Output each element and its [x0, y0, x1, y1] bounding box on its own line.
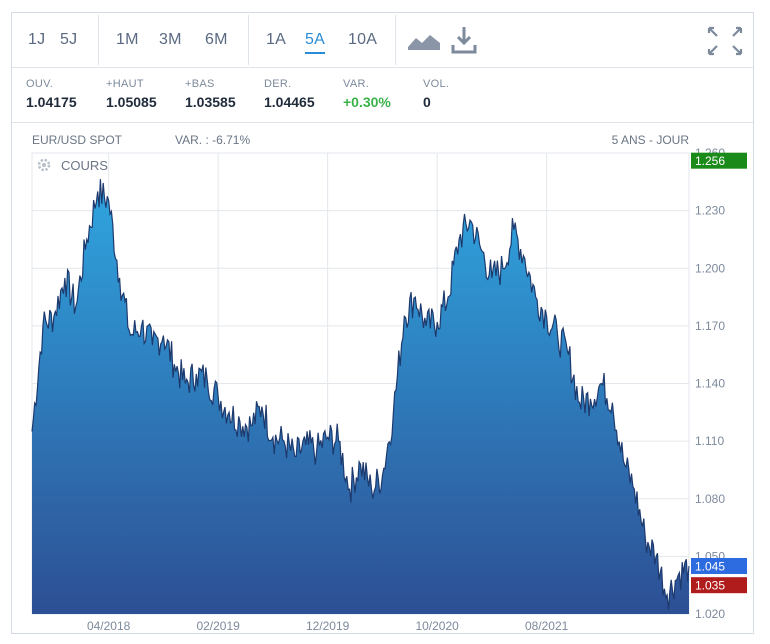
y-tick-label: 1.170 [695, 319, 725, 333]
stat-last: DER. 1.04465 [264, 78, 315, 110]
stat-volume: VOL. 0 [423, 78, 449, 110]
x-tick-label: 10/2020 [415, 619, 459, 633]
range-6m-button[interactable]: 6M [205, 31, 228, 48]
x-axis: 04/2018 02/2019 12/2019 10/2020 08/2021 [87, 619, 569, 633]
download-icon[interactable] [450, 25, 478, 55]
stat-value: +0.30% [343, 94, 391, 110]
price-area [32, 179, 689, 614]
fullscreen-icon[interactable] [706, 25, 744, 57]
range-3m-button[interactable]: 3M [159, 31, 182, 48]
y-tick-label: 1.020 [695, 607, 725, 621]
quote-widget: 1J 5J 1M 3M 6M 1A 5A 10A OUV. 1 [11, 12, 754, 634]
stat-label: VAR. [343, 78, 370, 90]
price-line [31, 179, 690, 610]
stat-value: 1.03585 [185, 94, 236, 110]
x-tick-label: 08/2021 [525, 619, 569, 633]
y-tick-label: 1.230 [695, 204, 725, 218]
stat-label: VOL. [423, 78, 450, 90]
price-badges: 1.256 1.045 1.035 [691, 152, 747, 594]
stat-label: +HAUT [106, 78, 144, 90]
x-tick-label: 02/2019 [196, 619, 240, 633]
low-badge [691, 577, 747, 594]
range-toolbar: 1J 5J 1M 3M 6M 1A 5A 10A [12, 13, 753, 68]
y-tick-label: 1.200 [695, 261, 725, 275]
gear-icon[interactable] [37, 158, 51, 172]
current-badge-label: 1.045 [695, 559, 725, 573]
y-tick-label: 1.080 [695, 492, 725, 506]
stat-change: VAR. +0.30% [343, 78, 391, 110]
stat-value: 0 [423, 94, 431, 110]
stat-value: 1.05085 [106, 94, 157, 110]
price-chart[interactable]: 1.2601.2301.2001.1701.1401.1101.0801.050… [12, 123, 753, 633]
variation-label: VAR. : -6.71% [175, 133, 251, 147]
period-label: 5 ANS - JOUR [611, 133, 689, 147]
stat-high: +HAUT 1.05085 [106, 78, 157, 110]
stat-label: OUV. [26, 78, 54, 90]
stat-low: +BAS 1.03585 [185, 78, 236, 110]
toolbar-divider [248, 15, 249, 65]
toolbar-divider [395, 15, 396, 65]
chart-type-icon[interactable] [407, 28, 441, 52]
y-tick-label: 1.110 [695, 434, 724, 448]
range-10a-button[interactable]: 10A [348, 31, 378, 48]
stat-label: +BAS [185, 78, 215, 90]
instrument-label: EUR/USD SPOT [32, 133, 123, 147]
current-badge [691, 557, 747, 574]
x-tick-label: 12/2019 [306, 619, 350, 633]
series-legend: COURS [37, 158, 108, 173]
range-1j-button[interactable]: 1J [28, 31, 46, 48]
range-1a-button[interactable]: 1A [266, 31, 286, 48]
high-badge [691, 152, 747, 169]
quote-stats: OUV. 1.04175 +HAUT 1.05085 +BAS 1.03585 … [12, 68, 753, 123]
series-label: COURS [61, 158, 108, 173]
stat-value: 1.04465 [264, 94, 315, 110]
toolbar-divider [98, 15, 99, 65]
x-tick-label: 04/2018 [87, 619, 131, 633]
stat-label: DER. [264, 78, 292, 90]
y-tick-label: 1.140 [695, 377, 725, 391]
low-badge-label: 1.035 [695, 579, 725, 593]
range-5j-button[interactable]: 5J [60, 31, 78, 48]
range-5a-button[interactable]: 5A [305, 31, 325, 54]
stat-open: OUV. 1.04175 [26, 78, 77, 110]
high-badge-label: 1.256 [695, 154, 725, 168]
stat-value: 1.04175 [26, 94, 77, 110]
chart-area: EUR/USD SPOT VAR. : -6.71% 5 ANS - JOUR … [12, 123, 753, 633]
range-1m-button[interactable]: 1M [116, 31, 139, 48]
y-axis: 1.2601.2301.2001.1701.1401.1101.0801.050… [695, 146, 725, 621]
